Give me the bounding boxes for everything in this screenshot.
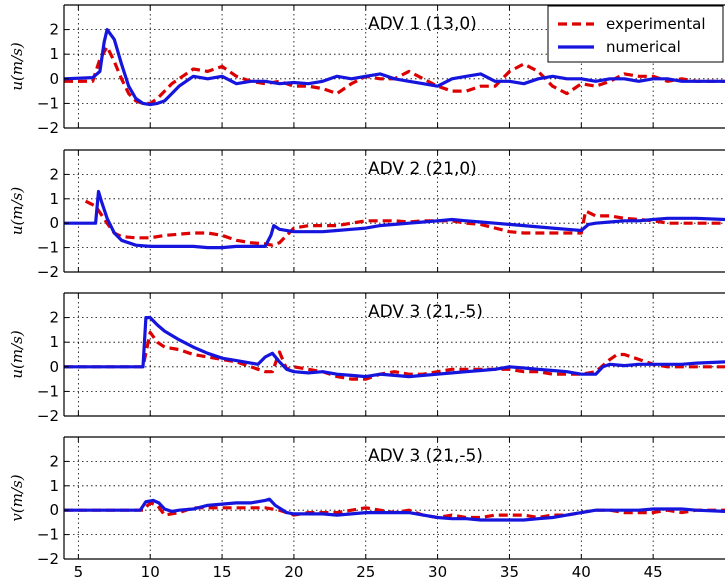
panel-2: −2 −1 0 1 2 u(m/s) ADV 2 (21,0) <box>8 149 725 281</box>
series-group <box>64 28 725 107</box>
x-tick-label: 40 <box>572 563 591 581</box>
x-tick-label: 20 <box>284 563 303 581</box>
series-line-experimental <box>84 199 725 247</box>
series-line-experimental <box>64 330 725 381</box>
panel-1: −2 −1 0 1 2 u(m/s) ADV 1 (13,0) experimental num… <box>8 4 725 137</box>
y-axis-label: u(m/s) <box>8 330 26 378</box>
y-tick-label: −1 <box>37 94 59 112</box>
series-group <box>64 189 725 250</box>
y-tick-label: −2 <box>37 407 59 425</box>
y-tick-label: −2 <box>37 119 59 137</box>
panel-3: −2 −1 0 1 2 u(m/s) ADV 3 (21,-5) <box>8 292 725 425</box>
y-tick-label: 1 <box>49 45 59 63</box>
y-tick-label: −1 <box>37 239 59 257</box>
x-tick-label: 5 <box>74 563 84 581</box>
y-tick-label: −1 <box>37 382 59 400</box>
series-line-numerical <box>64 316 725 379</box>
y-tick-label: 0 <box>49 214 59 232</box>
y-tick-label: 1 <box>49 190 59 208</box>
legend: experimental numerical <box>547 5 724 63</box>
x-tick-label: 45 <box>644 563 663 581</box>
y-tick-label: 0 <box>49 501 59 519</box>
y-tick-label: 0 <box>49 70 59 88</box>
series-group <box>64 497 725 522</box>
y-axis-label: u(m/s) <box>8 187 26 235</box>
series-line-numerical <box>64 497 725 522</box>
y-axis-label: u(m/s) <box>8 42 26 90</box>
y-tick-label: 2 <box>49 21 59 39</box>
y-axis-label: v(m/s) <box>8 474 26 521</box>
legend-box <box>547 5 724 63</box>
y-tick-label: 2 <box>49 165 59 183</box>
panel-title: ADV 2 (21,0) <box>368 159 477 179</box>
x-tick-label: 25 <box>356 563 375 581</box>
series-line-experimental <box>64 45 725 105</box>
panel-title: ADV 3 (21,-5) <box>368 446 483 466</box>
y-tick-label: 1 <box>49 477 59 495</box>
y-tick-label: −1 <box>37 526 59 544</box>
y-tick-label: 2 <box>49 452 59 470</box>
y-tick-label: −2 <box>37 550 59 568</box>
panel-title: ADV 1 (13,0) <box>368 14 477 34</box>
series-line-numerical <box>64 189 725 250</box>
y-tick-label: 2 <box>49 309 59 327</box>
panel-title: ADV 3 (21,-5) <box>368 302 483 322</box>
y-tick-label: 1 <box>49 333 59 351</box>
y-tick-label: −2 <box>37 263 59 281</box>
x-tick-label: 10 <box>141 563 160 581</box>
x-tick-label: 35 <box>500 563 519 581</box>
x-tick-label: 15 <box>213 563 232 581</box>
legend-label-numerical: numerical <box>606 38 681 56</box>
series-line-numerical <box>64 28 725 107</box>
x-tick-label: 30 <box>428 563 447 581</box>
series-group <box>64 316 725 381</box>
y-tick-label: 0 <box>49 358 59 376</box>
legend-label-experimental: experimental <box>606 15 706 33</box>
